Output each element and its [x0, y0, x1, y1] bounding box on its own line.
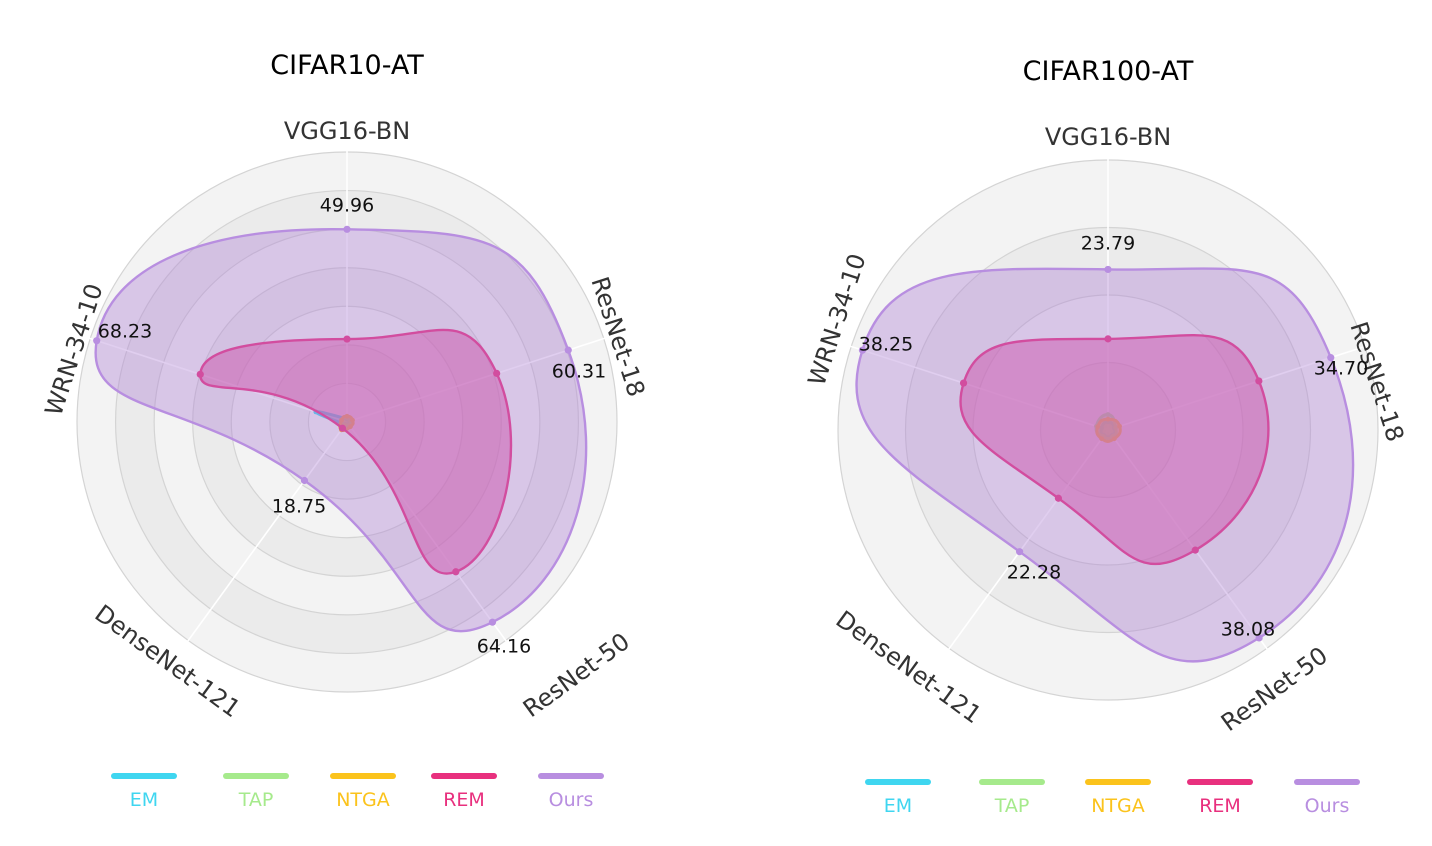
series-point-rem	[1104, 335, 1112, 343]
series-area-rem	[959, 333, 1270, 566]
series-area-ours	[855, 267, 1355, 663]
series-point-rem	[959, 379, 968, 387]
series-point-ours	[488, 618, 497, 626]
series-point-ours	[1255, 634, 1263, 642]
series-point-rem	[1191, 546, 1199, 554]
series-point-ours	[1327, 354, 1335, 362]
value-label: 38.25	[859, 334, 913, 356]
value-label: 22.28	[1007, 562, 1061, 584]
legend-label-em[interactable]: EM	[884, 795, 912, 817]
series-point-ours	[1104, 265, 1112, 274]
value-label: 38.08	[1221, 619, 1275, 641]
series-point-ours	[343, 225, 351, 233]
axis-spoke	[174, 421, 348, 659]
axis-label: ResNet-50	[518, 627, 635, 723]
series-point-rem	[1255, 377, 1263, 385]
legend-label-rem[interactable]: REM	[443, 789, 485, 811]
legend-label-ours[interactable]: Ours	[549, 789, 594, 811]
legend-label-tap[interactable]: TAP	[238, 789, 274, 811]
series-point-rem	[338, 424, 347, 432]
series-point-ours	[1016, 548, 1024, 556]
axis-label: VGG16-BN	[1045, 123, 1171, 151]
value-label: 23.79	[1081, 233, 1135, 255]
axis-label: VGG16-BN	[284, 117, 410, 145]
value-label: 49.96	[320, 195, 374, 217]
value-label: 68.23	[98, 321, 152, 343]
legend-label-em[interactable]: EM	[130, 789, 158, 811]
series-point-rem	[196, 370, 204, 378]
series-point-rem	[1054, 494, 1063, 502]
series-point-rem	[452, 568, 460, 576]
legend-label-ntga[interactable]: NTGA	[336, 789, 390, 811]
value-label: 60.31	[552, 361, 606, 383]
radar-chart-cifar10: CIFAR10-ATVGG16-BNResNet-18ResNet-50Dens…	[40, 50, 651, 811]
series-area-rem	[199, 328, 513, 575]
series-area-ours	[94, 228, 588, 633]
series-point-rem	[493, 369, 501, 377]
value-label: 18.75	[272, 496, 326, 518]
series-point-ours	[93, 337, 101, 345]
series-point-rem	[343, 335, 351, 343]
legend-label-rem[interactable]: REM	[1199, 795, 1241, 817]
radar-chart-cifar100: CIFAR100-ATVGG16-BNResNet-18ResNet-50Den…	[803, 56, 1410, 817]
chart-title: CIFAR10-AT	[270, 50, 424, 81]
legend-label-ntga[interactable]: NTGA	[1091, 795, 1145, 817]
chart-title: CIFAR100-AT	[1023, 56, 1194, 87]
radar-panel-cifar100: CIFAR100-AT VGG16-BN ResNet-18 ResNet-50 Den…	[716, 0, 1432, 846]
series-point-ours	[858, 346, 867, 354]
value-label: 64.16	[477, 636, 531, 658]
series-point-ours	[564, 346, 572, 354]
value-label: 34.70	[1314, 358, 1368, 380]
legend-label-tap[interactable]: TAP	[994, 795, 1030, 817]
legend-label-ours[interactable]: Ours	[1305, 795, 1350, 817]
series-point-ours	[300, 476, 309, 485]
radar-panel-cifar10: CIFAR10-AT VGG16-BN ResNet-18 ResNet-50 Dens…	[40, 50, 651, 811]
